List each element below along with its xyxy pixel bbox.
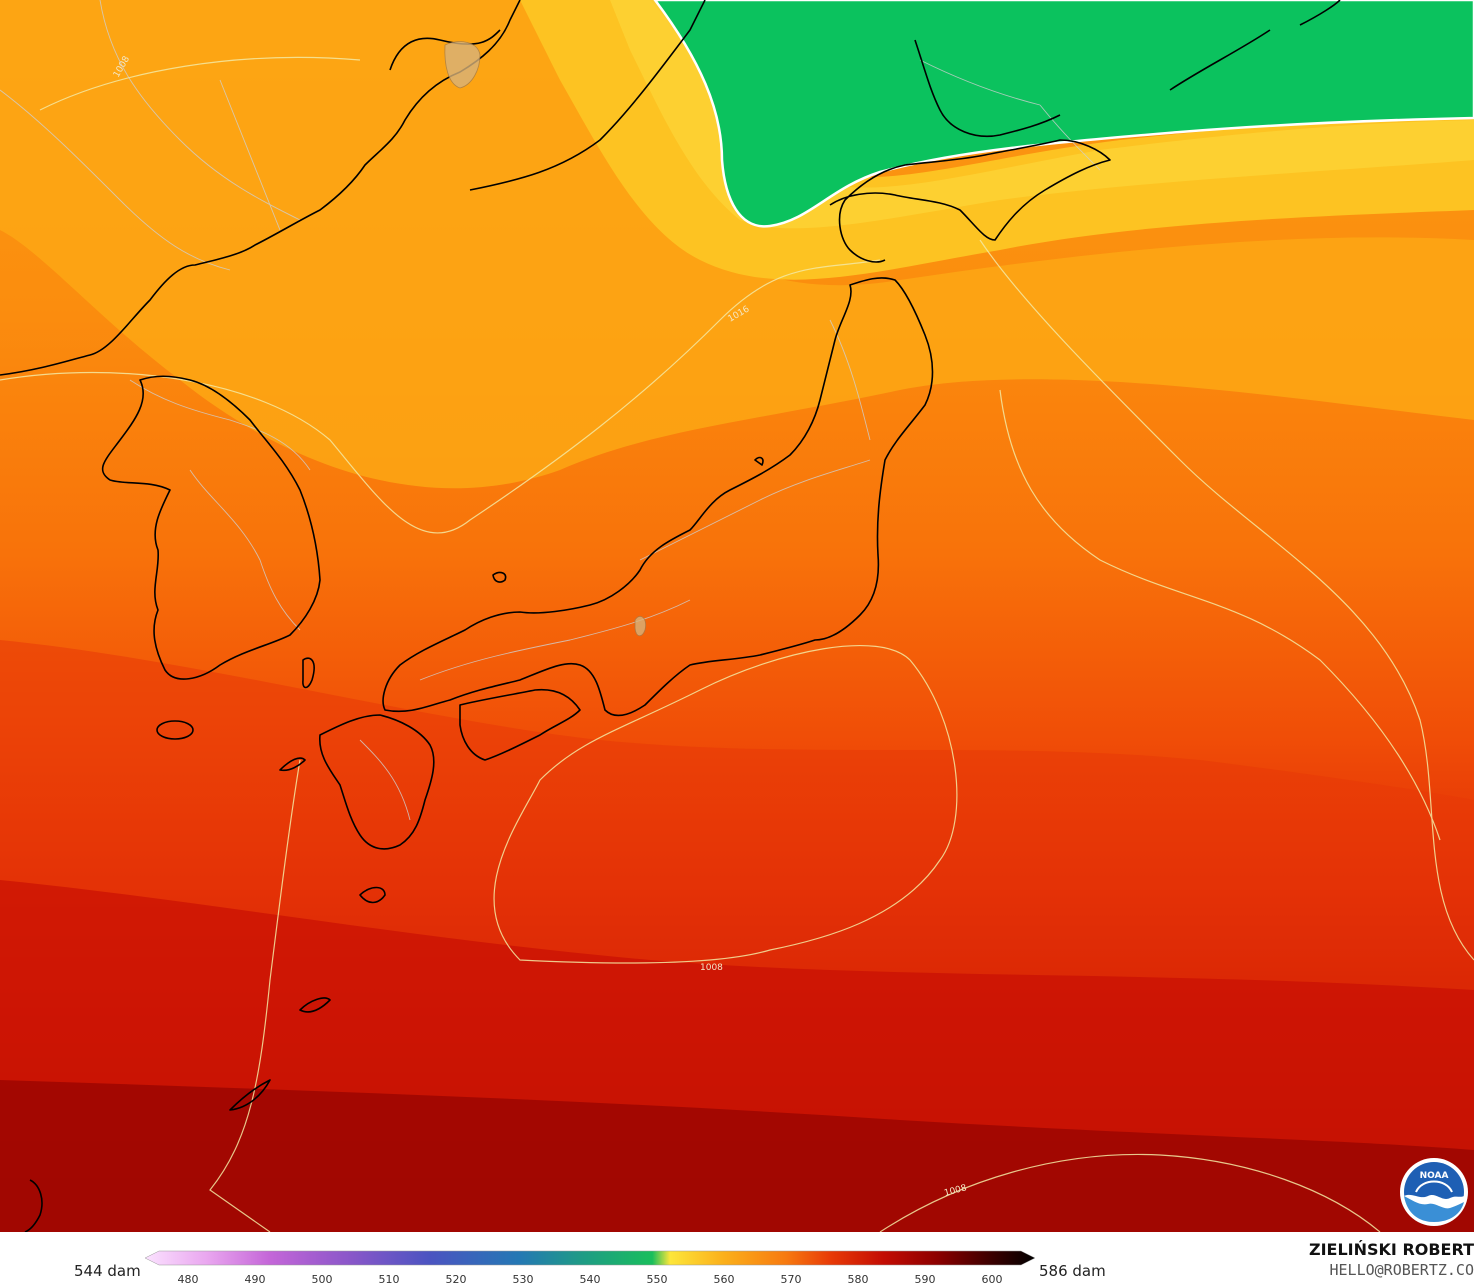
colorbar-tick-label: 500 [311, 1273, 333, 1286]
colorbar-tick-label: 510 [378, 1273, 400, 1286]
colorbar-tick-label: 580 [847, 1273, 869, 1286]
noaa-logo-text: NOAA [1420, 1171, 1449, 1181]
colorbar-tick-label: 490 [244, 1273, 266, 1286]
colorbar-tick-label: 480 [177, 1273, 199, 1286]
honshu-coast [382, 277, 934, 717]
colorbar-tick-label: 550 [646, 1273, 668, 1286]
height-band-green [653, 0, 1474, 228]
colorbar-tick-label: 570 [780, 1273, 802, 1286]
hokkaido-coast [829, 139, 1111, 263]
isobar-label: 1008 [700, 963, 723, 973]
lake-biwa [634, 616, 647, 637]
height-band-dark-red [0, 1080, 1474, 1232]
author-name: ZIELIŃSKI ROBERT [1308, 1240, 1474, 1259]
legend-min-label: 544 dam [74, 1262, 141, 1280]
geopotential-height-map: 1008 1016 1008 1008 [0, 0, 1474, 1232]
author-email: HELLO@ROBERTZ.CO [1329, 1261, 1474, 1279]
colorbar-tick-label: 540 [579, 1273, 601, 1286]
asia-mainland-coast [0, 0, 521, 376]
coastlines [0, 0, 1341, 1232]
colorbar-gradient [145, 1250, 1035, 1266]
colorbar [145, 1250, 1035, 1266]
colorbar-tick-label: 590 [914, 1273, 936, 1286]
noaa-logo: NOAA [1400, 1158, 1468, 1226]
colorbar-tick-label: 560 [713, 1273, 735, 1286]
height-band-orange-light [0, 0, 1474, 489]
colorbar-tick-label: 530 [512, 1273, 534, 1286]
lake-khanka [444, 41, 481, 89]
jeju-island [156, 720, 194, 740]
legend-max-label: 586 dam [1039, 1262, 1106, 1280]
colorbar-tick-label: 600 [981, 1273, 1003, 1286]
sakhalin-coast [914, 39, 1061, 137]
weather-map: 1008 1016 1008 1008 [0, 0, 1474, 1232]
colorbar-tick-label: 520 [445, 1273, 467, 1286]
korea-coast [101, 375, 321, 680]
shikoku-coast [459, 688, 581, 761]
height-band-yellow-bright [610, 0, 1474, 229]
kyushu-coast [319, 714, 435, 850]
isobar-lines [0, 56, 1474, 1232]
administrative-borders [0, 0, 1101, 821]
